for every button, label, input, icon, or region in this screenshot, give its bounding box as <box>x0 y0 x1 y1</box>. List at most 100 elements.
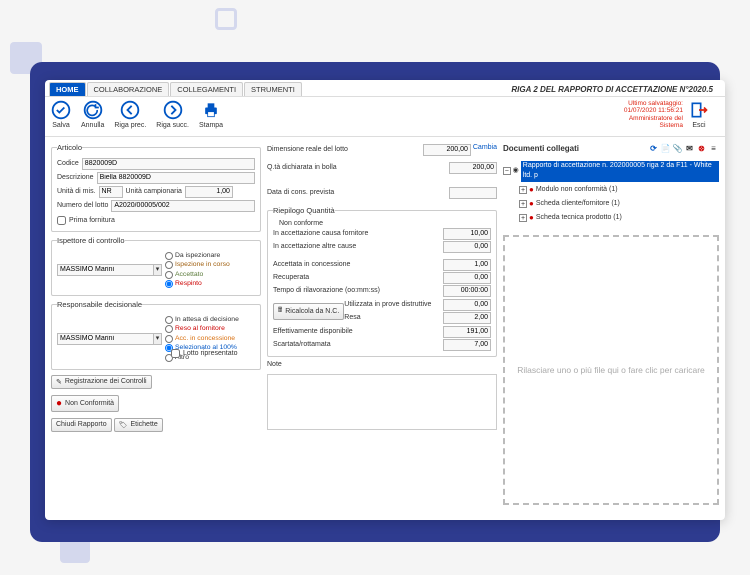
ispettore-select[interactable] <box>57 264 153 276</box>
print-icon <box>201 100 221 120</box>
tab-home[interactable]: HOME <box>49 82 86 96</box>
tree-item-2-label: Scheda cliente/fornitore (1) <box>536 199 620 210</box>
acc-forn-label: In accettazione causa fornitore <box>273 230 368 237</box>
stampa-button[interactable]: Stampa <box>199 100 223 129</box>
chevron-down-icon[interactable]: ▾ <box>153 264 162 276</box>
doc-icon[interactable]: 📄 <box>660 143 671 154</box>
non-conformita-button[interactable]: ● Non Conformità <box>51 395 119 412</box>
tree-item-1-label: Modulo non conformità (1) <box>536 185 618 196</box>
riga-prec-button[interactable]: Riga prec. <box>114 100 146 129</box>
refresh-icon[interactable]: ⟳ <box>648 143 659 154</box>
riepilogo-legend: Riepilogo Quantità <box>273 206 335 215</box>
articolo-group: Articolo Codice Descrizione Unità di mis… <box>51 143 261 232</box>
save-info-2: 01/07/2020 11:56:21 <box>624 107 683 114</box>
left-column: Articolo Codice Descrizione Unità di mis… <box>51 143 261 505</box>
plus-icon[interactable]: + <box>519 214 527 222</box>
recuperata-input[interactable] <box>443 272 491 284</box>
scartata-label: Scartata/rottamata <box>273 341 331 348</box>
registrazione-label: Registrazione dei Controlli <box>65 378 147 385</box>
num-lotto-input[interactable] <box>111 200 255 212</box>
app-window: HOME COLLABORAZIONE COLLEGAMENTI STRUMEN… <box>45 80 725 520</box>
codice-input[interactable] <box>82 158 255 170</box>
descrizione-label: Descrizione <box>57 174 94 181</box>
responsabile-select[interactable] <box>57 333 153 345</box>
qta-bolla-input[interactable] <box>449 162 497 174</box>
tabs-bar: HOME COLLABORAZIONE COLLEGAMENTI STRUMEN… <box>45 80 725 97</box>
tree-root-row[interactable]: − ◉ Rapporto di accettazione n. 20200000… <box>503 160 719 183</box>
file-dropzone[interactable]: Rilasciare uno o più file qui o fare cli… <box>503 235 719 505</box>
acc-altre-label: In accettazione altre cause <box>273 243 356 250</box>
eff-disp-input[interactable] <box>443 326 491 338</box>
dim-reale-label: Dimensione reale del lotto <box>267 146 348 153</box>
ispettore-legend: Ispettore di controllo <box>57 236 125 245</box>
etichette-label: Etichette <box>130 421 157 428</box>
resa-input[interactable] <box>443 312 491 324</box>
unita-camp-input[interactable] <box>185 186 233 198</box>
cambia-link[interactable]: Cambia <box>473 144 497 156</box>
chiudi-button[interactable]: Chiudi Rapporto <box>51 418 112 432</box>
riga-succ-label: Riga succ. <box>156 122 189 129</box>
dim-reale-input[interactable] <box>423 144 471 156</box>
plus-icon[interactable]: + <box>519 186 527 194</box>
radio-ispezione-corso[interactable] <box>165 261 173 269</box>
salva-button[interactable]: Salva <box>51 100 71 129</box>
tree-item-2[interactable]: +●Scheda cliente/fornitore (1) <box>503 197 719 211</box>
minus-icon[interactable]: − <box>503 167 511 175</box>
save-info: Ultimo salvataggio: 01/07/2020 11:56:21 … <box>624 100 683 130</box>
scartata-input[interactable] <box>443 339 491 351</box>
riga-prec-label: Riga prec. <box>114 122 146 129</box>
radio-da-ispezionare[interactable] <box>165 252 173 260</box>
eff-disp-label: Effettivamente disponibile <box>273 328 353 335</box>
attach-icon[interactable]: 📎 <box>672 143 683 154</box>
decor-square-top <box>215 8 237 30</box>
unita-camp-label: Unità campionaria <box>126 188 182 195</box>
acc-conc-label: Accettata in concessione <box>273 261 350 268</box>
radio-attesa[interactable] <box>165 316 173 324</box>
prima-fornitura-checkbox[interactable] <box>57 216 66 225</box>
tree-item-3[interactable]: +●Scheda tecnica prodotto (1) <box>503 211 719 225</box>
mail-icon[interactable]: ✉ <box>684 143 695 154</box>
arrow-right-icon <box>163 100 183 120</box>
tab-collegamenti[interactable]: COLLEGAMENTI <box>170 82 243 96</box>
lotto-rip-label: Lotto ripresentato <box>183 350 237 357</box>
lotto-rip-checkbox[interactable] <box>171 349 180 358</box>
radio-reso[interactable] <box>165 325 173 333</box>
esci-button[interactable]: Esci <box>689 100 709 129</box>
acc-altre-input[interactable] <box>443 241 491 253</box>
tab-strumenti[interactable]: STRUMENTI <box>244 82 302 96</box>
articolo-legend: Articolo <box>57 143 82 152</box>
tree-item-3-label: Scheda tecnica prodotto (1) <box>536 213 622 224</box>
r-acc-conc: Acc. in concessione <box>175 334 235 344</box>
registrazione-button[interactable]: ✎ Registrazione dei Controlli <box>51 375 152 389</box>
chevron-down-icon[interactable]: ▾ <box>153 333 162 345</box>
radio-accettato[interactable] <box>165 271 173 279</box>
descrizione-input[interactable] <box>97 172 255 184</box>
red-circle-icon: ● <box>56 398 62 409</box>
riga-succ-button[interactable]: Riga succ. <box>156 100 189 129</box>
undo-icon <box>83 100 103 120</box>
util-prove-input[interactable] <box>443 299 491 311</box>
radio-respinto[interactable] <box>165 280 173 288</box>
note-label: Note <box>267 361 497 368</box>
delete-icon[interactable]: ⊗ <box>696 143 707 154</box>
data-cons-input[interactable] <box>449 187 497 199</box>
label-icon: 🏷 <box>119 421 128 429</box>
radio-acc-conc[interactable] <box>165 335 173 343</box>
qta-bolla-label: Q.tà dichiarata in bolla <box>267 164 337 171</box>
acc-conc-input[interactable] <box>443 259 491 271</box>
tab-collaborazione[interactable]: COLLABORAZIONE <box>87 82 170 96</box>
tree-item-1[interactable]: +●Modulo non conformità (1) <box>503 183 719 197</box>
annulla-button[interactable]: Annulla <box>81 100 104 129</box>
chiudi-label: Chiudi Rapporto <box>56 421 107 428</box>
ricalcola-button[interactable]: 🖩 Ricalcola da N.C. <box>273 303 344 320</box>
menu-icon[interactable]: ≡ <box>708 143 719 154</box>
r-attesa: In attesa di decisione <box>175 315 239 325</box>
docs-header: Documenti collegati ⟳ 📄 📎 ✉ ⊗ ≡ <box>503 143 719 154</box>
plus-icon[interactable]: + <box>519 200 527 208</box>
tempo-rilav-input[interactable] <box>443 285 491 297</box>
note-textarea[interactable] <box>267 374 497 430</box>
ricalcola-label: Ricalcola da N.C. <box>285 308 339 315</box>
acc-forn-input[interactable] <box>443 228 491 240</box>
etichette-button[interactable]: 🏷 Etichette <box>114 418 163 432</box>
unita-mis-input[interactable] <box>99 186 123 198</box>
